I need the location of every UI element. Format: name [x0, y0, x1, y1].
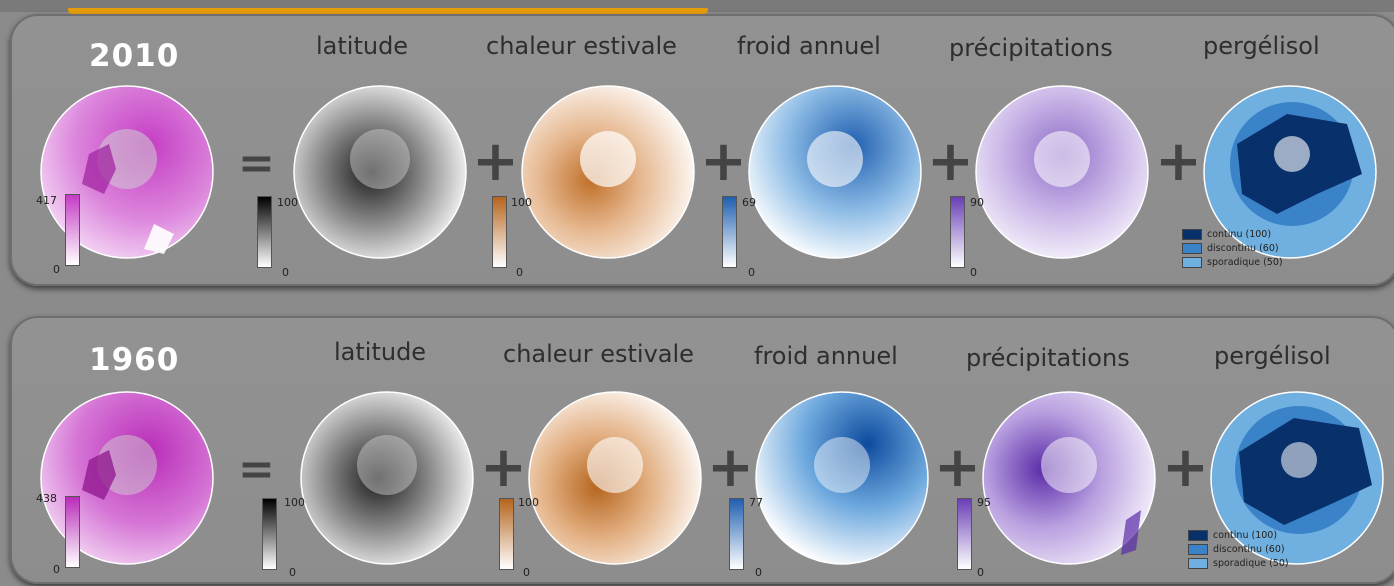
permafrost-legend: continu (100) discontinu (60) sporadique… [1182, 227, 1283, 269]
plus-operator: + [1162, 435, 1209, 500]
panel-year: 1960 [89, 342, 180, 378]
colorbar-precipitation [957, 498, 972, 570]
map-latitude [300, 391, 474, 565]
colorbar-latitude [262, 498, 277, 570]
colorbar-min: 0 [282, 266, 289, 279]
cropped-title-underline [68, 0, 708, 14]
legend-item: discontinu (60) [1188, 542, 1289, 556]
legend-swatch [1188, 529, 1208, 541]
map-permafrost [1210, 391, 1384, 565]
colorbar-latitude [257, 196, 272, 268]
label-annual-cold: froid annuel [754, 342, 898, 370]
colorbar-min: 0 [748, 266, 755, 279]
plus-operator: + [700, 129, 747, 194]
label-latitude: latitude [334, 338, 427, 366]
equals-operator: = [238, 444, 275, 495]
label-summer-heat: chaleur estivale [503, 340, 694, 368]
map-precipitation [975, 85, 1149, 259]
plus-operator: + [927, 129, 974, 194]
panel-1960: 1960 latitude chaleur estivale froid ann… [10, 316, 1394, 584]
legend-label: sporadique (50) [1213, 557, 1289, 569]
colorbar-min: 0 [53, 563, 60, 576]
colorbar-annual-cold [722, 196, 737, 268]
colorbar-summer-heat [492, 196, 507, 268]
colorbar-max: 90 [970, 196, 984, 209]
legend-item: continu (100) [1182, 227, 1283, 241]
colorbar-max: 95 [977, 496, 991, 509]
label-summer-heat: chaleur estivale [486, 32, 677, 60]
panel-year: 2010 [89, 38, 180, 74]
colorbar-summer-heat [499, 498, 514, 570]
colorbar-max: 69 [742, 196, 756, 209]
map-summer-heat [521, 85, 695, 259]
colorbar-min: 0 [755, 566, 762, 579]
map-latitude [293, 85, 467, 259]
plus-operator: + [480, 435, 527, 500]
colorbar-index [65, 194, 80, 266]
equals-operator: = [238, 138, 275, 189]
colorbar-min: 0 [970, 266, 977, 279]
legend-swatch [1182, 228, 1202, 240]
label-latitude: latitude [316, 32, 409, 60]
colorbar-max: 417 [36, 194, 57, 207]
legend-item: sporadique (50) [1188, 556, 1289, 570]
map-permafrost [1203, 85, 1377, 259]
legend-swatch [1182, 256, 1202, 268]
colorbar-precipitation [950, 196, 965, 268]
label-precipitation: précipitations [966, 344, 1130, 372]
colorbar-min: 0 [53, 263, 60, 276]
colorbar-max: 100 [518, 496, 539, 509]
colorbar-max: 100 [284, 496, 305, 509]
map-composite-index [40, 391, 214, 565]
legend-label: discontinu (60) [1207, 242, 1279, 254]
colorbar-min: 0 [977, 566, 984, 579]
colorbar-max: 77 [749, 496, 763, 509]
plus-operator: + [707, 435, 754, 500]
panel-2010: 2010 latitude chaleur estivale froid ann… [10, 14, 1394, 286]
colorbar-max: 100 [511, 196, 532, 209]
colorbar-min: 0 [516, 266, 523, 279]
legend-swatch [1188, 543, 1208, 555]
label-permafrost: pergélisol [1214, 342, 1331, 370]
colorbar-max: 438 [36, 492, 57, 505]
legend-swatch [1188, 557, 1208, 569]
legend-label: continu (100) [1207, 228, 1272, 240]
colorbar-min: 0 [289, 566, 296, 579]
legend-item: continu (100) [1188, 528, 1289, 542]
plus-operator: + [934, 435, 981, 500]
map-composite-index [40, 85, 214, 259]
map-annual-cold [755, 391, 929, 565]
label-permafrost: pergélisol [1203, 32, 1320, 60]
plus-operator: + [1155, 129, 1202, 194]
map-annual-cold [748, 85, 922, 259]
top-title-strip [0, 0, 1394, 14]
legend-label: continu (100) [1213, 529, 1278, 541]
colorbar-annual-cold [729, 498, 744, 570]
legend-label: sporadique (50) [1207, 256, 1283, 268]
colorbar-index [65, 496, 80, 568]
legend-item: sporadique (50) [1182, 255, 1283, 269]
plus-operator: + [472, 129, 519, 194]
label-precipitation: précipitations [949, 34, 1113, 62]
map-precipitation [982, 391, 1156, 565]
legend-label: discontinu (60) [1213, 543, 1285, 555]
colorbar-min: 0 [523, 566, 530, 579]
colorbar-max: 100 [277, 196, 298, 209]
permafrost-legend: continu (100) discontinu (60) sporadique… [1188, 528, 1289, 570]
map-summer-heat [528, 391, 702, 565]
legend-swatch [1182, 242, 1202, 254]
legend-item: discontinu (60) [1182, 241, 1283, 255]
label-annual-cold: froid annuel [737, 32, 881, 60]
